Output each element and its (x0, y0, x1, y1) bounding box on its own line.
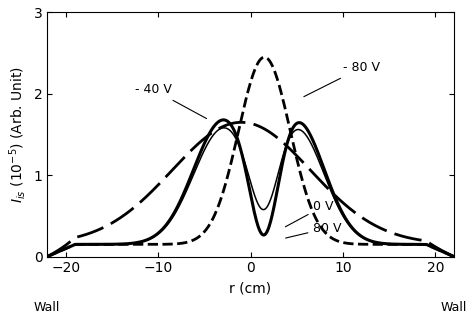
Text: Wall: Wall (441, 301, 467, 314)
Text: Wall: Wall (34, 301, 60, 314)
Text: - 40 V: - 40 V (135, 83, 207, 118)
X-axis label: r (cm): r (cm) (229, 281, 272, 295)
Text: - 80 V: - 80 V (304, 61, 380, 97)
Text: 80 V: 80 V (286, 222, 342, 238)
Text: 0 V: 0 V (285, 200, 334, 227)
Y-axis label: $I_{is}$ $(10^{-5})$ (Arb. Unit): $I_{is}$ $(10^{-5})$ (Arb. Unit) (7, 66, 28, 203)
